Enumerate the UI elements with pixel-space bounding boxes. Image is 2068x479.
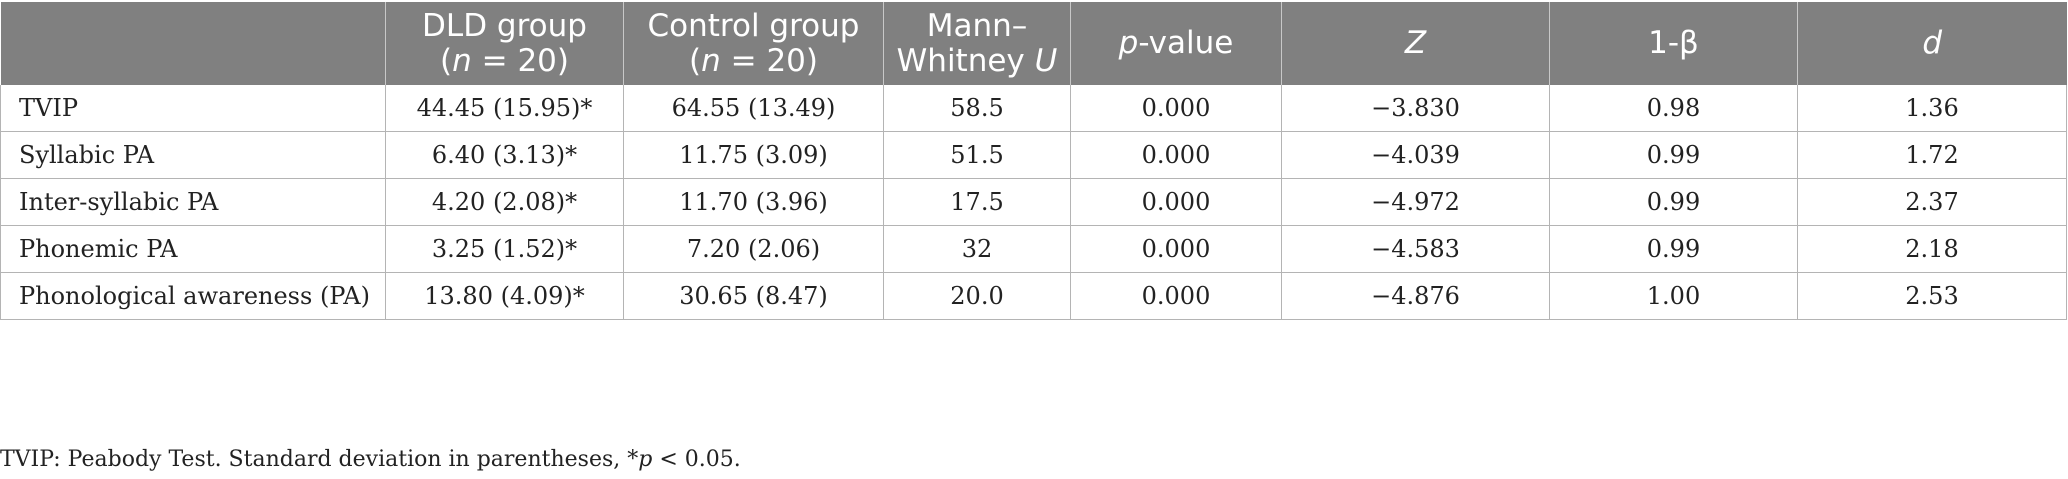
cell-dld: 44.45 (15.95)* (385, 85, 624, 132)
footnote-p-variable: p (638, 447, 653, 472)
cell-power: 0.99 (1549, 225, 1798, 273)
table-row: Phonological awareness (PA) 13.80 (4.09)… (0, 272, 2067, 320)
results-table-container: DLD group (n = 20) Control group (n = 20… (0, 2, 2068, 320)
results-table: DLD group (n = 20) Control group (n = 20… (0, 2, 2067, 320)
u-variable: U (1034, 42, 1058, 79)
header-dld-group: DLD group (n = 20) (385, 2, 624, 85)
row-label: TVIP (0, 85, 386, 132)
n-variable: n (701, 42, 721, 79)
n-value: = 20) (471, 42, 569, 79)
p-variable: p (1118, 25, 1139, 61)
cell-d: 1.72 (1797, 131, 2067, 179)
cell-control: 11.75 (3.09) (623, 131, 884, 179)
header-mann: Mann– (926, 7, 1028, 44)
cell-p: 0.000 (1070, 272, 1282, 320)
cell-p: 0.000 (1070, 85, 1282, 132)
d-variable: d (1922, 25, 1943, 61)
n-variable: n (452, 42, 472, 79)
header-label-column (0, 2, 386, 85)
table-body: TVIP 44.45 (15.95)* 64.55 (13.49) 58.5 0… (0, 85, 2067, 320)
cell-u: 32 (883, 225, 1071, 273)
cell-d: 2.53 (1797, 272, 2067, 320)
cell-power: 0.99 (1549, 131, 1798, 179)
footnote-threshold: < 0.05. (652, 447, 741, 472)
table-row: Inter-syllabic PA 4.20 (2.08)* 11.70 (3.… (0, 178, 2067, 226)
cell-control: 30.65 (8.47) (623, 272, 884, 320)
table-row: Phonemic PA 3.25 (1.52)* 7.20 (2.06) 32 … (0, 225, 2067, 273)
header-dld-n: (n = 20) (386, 42, 623, 79)
cell-dld: 6.40 (3.13)* (385, 131, 624, 179)
header-z: Z (1281, 2, 1550, 85)
header-dld-title: DLD group (422, 7, 587, 44)
cell-u: 17.5 (883, 178, 1071, 226)
row-label: Phonemic PA (0, 225, 386, 273)
cell-z: −4.039 (1281, 131, 1550, 179)
cell-dld: 4.20 (2.08)* (385, 178, 624, 226)
z-variable: Z (1404, 25, 1427, 61)
cell-z: −3.830 (1281, 85, 1550, 132)
header-control-n: (n = 20) (624, 42, 883, 79)
row-label: Inter-syllabic PA (0, 178, 386, 226)
paren-open: ( (689, 42, 702, 79)
cell-d: 2.18 (1797, 225, 2067, 273)
header-d: d (1797, 2, 2067, 85)
cell-p: 0.000 (1070, 178, 1282, 226)
cell-z: −4.583 (1281, 225, 1550, 273)
header-control-group: Control group (n = 20) (623, 2, 884, 85)
footnote-text: TVIP: Peabody Test. Standard deviation i… (0, 447, 639, 472)
cell-power: 1.00 (1549, 272, 1798, 320)
cell-d: 1.36 (1797, 85, 2067, 132)
cell-dld: 13.80 (4.09)* (385, 272, 624, 320)
row-label: Phonological awareness (PA) (0, 272, 386, 320)
cell-u: 58.5 (883, 85, 1071, 132)
cell-z: −4.972 (1281, 178, 1550, 226)
header-row: DLD group (n = 20) Control group (n = 20… (0, 2, 2067, 85)
cell-power: 0.98 (1549, 85, 1798, 132)
table-header: DLD group (n = 20) Control group (n = 20… (0, 2, 2067, 85)
header-whitney: Whitney U (884, 42, 1070, 79)
cell-control: 11.70 (3.96) (623, 178, 884, 226)
table-row: TVIP 44.45 (15.95)* 64.55 (13.49) 58.5 0… (0, 85, 2067, 132)
cell-d: 2.37 (1797, 178, 2067, 226)
row-label: Syllabic PA (0, 131, 386, 179)
cell-power: 0.99 (1549, 178, 1798, 226)
table-footnote: TVIP: Peabody Test. Standard deviation i… (0, 447, 741, 472)
whitney-text: Whitney (896, 42, 1035, 79)
cell-p: 0.000 (1070, 131, 1282, 179)
cell-p: 0.000 (1070, 225, 1282, 273)
header-power: 1-β (1549, 2, 1798, 85)
n-value: = 20) (720, 42, 818, 79)
header-mann-whitney: Mann– Whitney U (883, 2, 1071, 85)
table-row: Syllabic PA 6.40 (3.13)* 11.75 (3.09) 51… (0, 131, 2067, 179)
cell-u: 20.0 (883, 272, 1071, 320)
header-control-title: Control group (647, 7, 860, 44)
cell-dld: 3.25 (1.52)* (385, 225, 624, 273)
paren-open: ( (440, 42, 453, 79)
header-p-value: p-value (1070, 2, 1282, 85)
cell-z: −4.876 (1281, 272, 1550, 320)
cell-control: 7.20 (2.06) (623, 225, 884, 273)
cell-control: 64.55 (13.49) (623, 85, 884, 132)
cell-u: 51.5 (883, 131, 1071, 179)
p-value-text: -value (1138, 25, 1234, 61)
